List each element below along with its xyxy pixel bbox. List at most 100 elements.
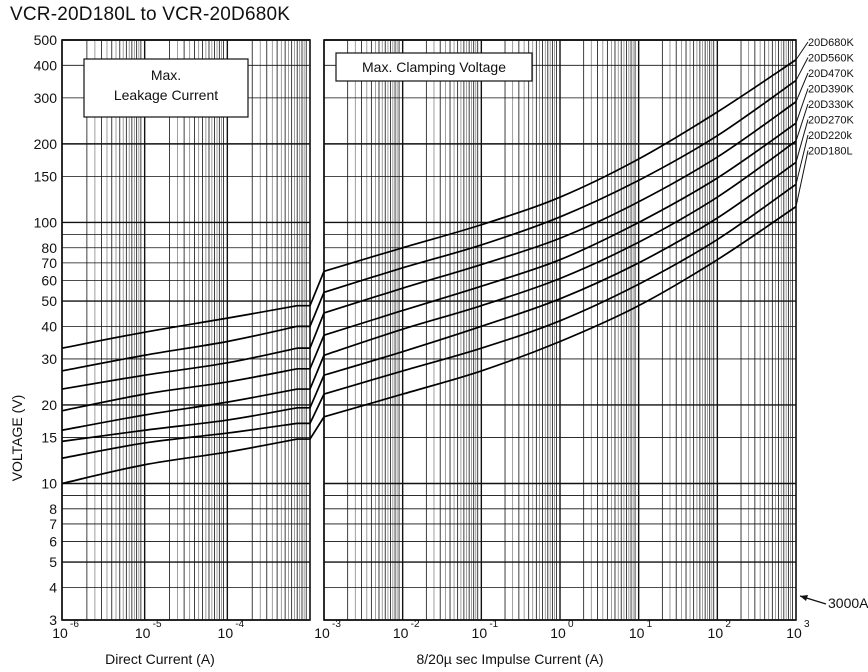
- x-tick-exponent: 3: [804, 619, 810, 630]
- series-leader: [795, 57, 809, 81]
- series-label-20D560K: 20D560K: [808, 53, 855, 65]
- 3000a-arrowhead: [800, 595, 808, 601]
- connector-20D470K: [297, 312, 325, 350]
- y-tick-label: 80: [41, 240, 57, 256]
- y-tick-label: 8: [49, 501, 57, 517]
- x-tick-exponent: -4: [235, 619, 244, 630]
- clamping-curves: [323, 59, 797, 418]
- series-leader: [795, 88, 809, 124]
- series-leader: [795, 41, 809, 61]
- x-tick-label: 103: [786, 619, 810, 641]
- connector-20D390K: [297, 334, 325, 370]
- y-tick-label: 5: [49, 554, 57, 570]
- x-tick-label: 102: [708, 619, 732, 641]
- leakage-curve-20D220k: [61, 422, 298, 460]
- x-tick-label: 10-4: [218, 619, 245, 641]
- series-leader: [795, 119, 809, 163]
- y-tick-label: 300: [34, 90, 58, 106]
- clamping-curve-20D180L: [323, 205, 797, 418]
- panel-frame: [61, 39, 311, 621]
- y-tick-label: 70: [41, 255, 57, 271]
- x-tick-exponent: 0: [568, 619, 574, 630]
- series-leader: [795, 103, 809, 142]
- clamping-curve-20D270K: [323, 161, 797, 376]
- y-tick-label: 4: [49, 579, 57, 595]
- connector-20D330K: [297, 354, 325, 390]
- series-label-20D680K: 20D680K: [808, 37, 855, 49]
- y-tick-label: 40: [41, 318, 57, 334]
- x-tick-base: 10: [314, 625, 330, 641]
- x-tick-label: 100: [550, 619, 574, 641]
- x-tick-exponent: 1: [647, 619, 653, 630]
- x-tick-base: 10: [550, 625, 566, 641]
- x-tick-base: 10: [135, 625, 151, 641]
- connector-20D270K: [297, 374, 325, 409]
- x-tick-label: 10-2: [393, 619, 420, 641]
- x-tick-label: 10-1: [472, 619, 499, 641]
- connector-20D220k: [297, 393, 325, 425]
- 3000a-annotation: 3000A: [828, 595, 868, 611]
- clamping-curve-20D220k: [323, 183, 797, 395]
- leakage-curve-20D390K: [61, 367, 298, 412]
- series-leader: [795, 72, 809, 102]
- clamping-curve-20D330K: [323, 140, 797, 357]
- x-tick-exponent: -2: [411, 619, 420, 630]
- series-label-20D180L: 20D180L: [808, 146, 853, 158]
- leakage-curve-20D680K: [61, 304, 298, 349]
- chart-title: VCR-20D180L to VCR-20D680K: [10, 4, 291, 25]
- x-axis-label-left: Direct Current (A): [105, 651, 215, 667]
- y-tick-label: 500: [34, 32, 58, 48]
- leakage-label-line2: Leakage Current: [114, 87, 218, 103]
- leakage-curve-20D180L: [61, 438, 298, 485]
- x-tick-base: 10: [629, 625, 645, 641]
- clamping-curve-20D680K: [323, 59, 797, 273]
- x-tick-label: 101: [629, 619, 653, 641]
- y-tick-label: 3: [49, 612, 57, 628]
- x-tick-exponent: -5: [153, 619, 162, 630]
- x-tick-label: 10-6: [52, 619, 79, 641]
- clamping-label: Max. Clamping Voltage: [362, 59, 506, 75]
- clamping-curve-20D390K: [323, 122, 797, 336]
- series-label-20D330K: 20D330K: [808, 99, 855, 111]
- clamping-curve-20D560K: [323, 79, 797, 294]
- leakage-curve-20D270K: [61, 406, 298, 443]
- y-tick-label: 200: [34, 136, 58, 152]
- leakage-label-box: [83, 58, 249, 118]
- x-tick-base: 10: [52, 625, 68, 641]
- clamping-curve-20D470K: [323, 101, 797, 314]
- y-tick-label: 50: [41, 293, 57, 309]
- x-tick-label: 10-3: [314, 619, 341, 641]
- y-tick-label: 100: [34, 214, 58, 230]
- leakage-curve-20D560K: [61, 325, 298, 372]
- leakage-curve-20D330K: [61, 388, 298, 432]
- x-tick-exponent: 2: [725, 619, 731, 630]
- y-tick-label: 400: [34, 57, 58, 73]
- y-tick-label: 10: [41, 476, 57, 492]
- series-label-20D470K: 20D470K: [808, 68, 855, 80]
- y-tick-label: 30: [41, 351, 57, 367]
- connector-20D180L: [297, 416, 325, 440]
- clamping-label-box: [335, 52, 533, 82]
- y-tick-label: 20: [41, 397, 57, 413]
- curve-connectors: [297, 270, 325, 440]
- x-tick-exponent: -3: [332, 619, 341, 630]
- y-tick-label: 15: [41, 430, 57, 446]
- leakage-curves: [61, 304, 298, 485]
- x-tick-exponent: -6: [70, 619, 79, 630]
- x-tick-base: 10: [218, 625, 234, 641]
- leakage-label-line1: Max.: [151, 67, 181, 83]
- left-grid: [61, 39, 311, 621]
- y-axis-label: VOLTAGE (V): [9, 395, 25, 482]
- y-tick-label: 60: [41, 272, 57, 288]
- x-tick-base: 10: [393, 625, 409, 641]
- x-tick-label: 10-5: [135, 619, 162, 641]
- series-label-20D390K: 20D390K: [808, 84, 855, 96]
- x-tick-base: 10: [708, 625, 724, 641]
- series-leader: [795, 134, 809, 185]
- x-tick-base: 10: [472, 625, 488, 641]
- series-leader: [795, 150, 809, 207]
- y-tick-label: 6: [49, 533, 57, 549]
